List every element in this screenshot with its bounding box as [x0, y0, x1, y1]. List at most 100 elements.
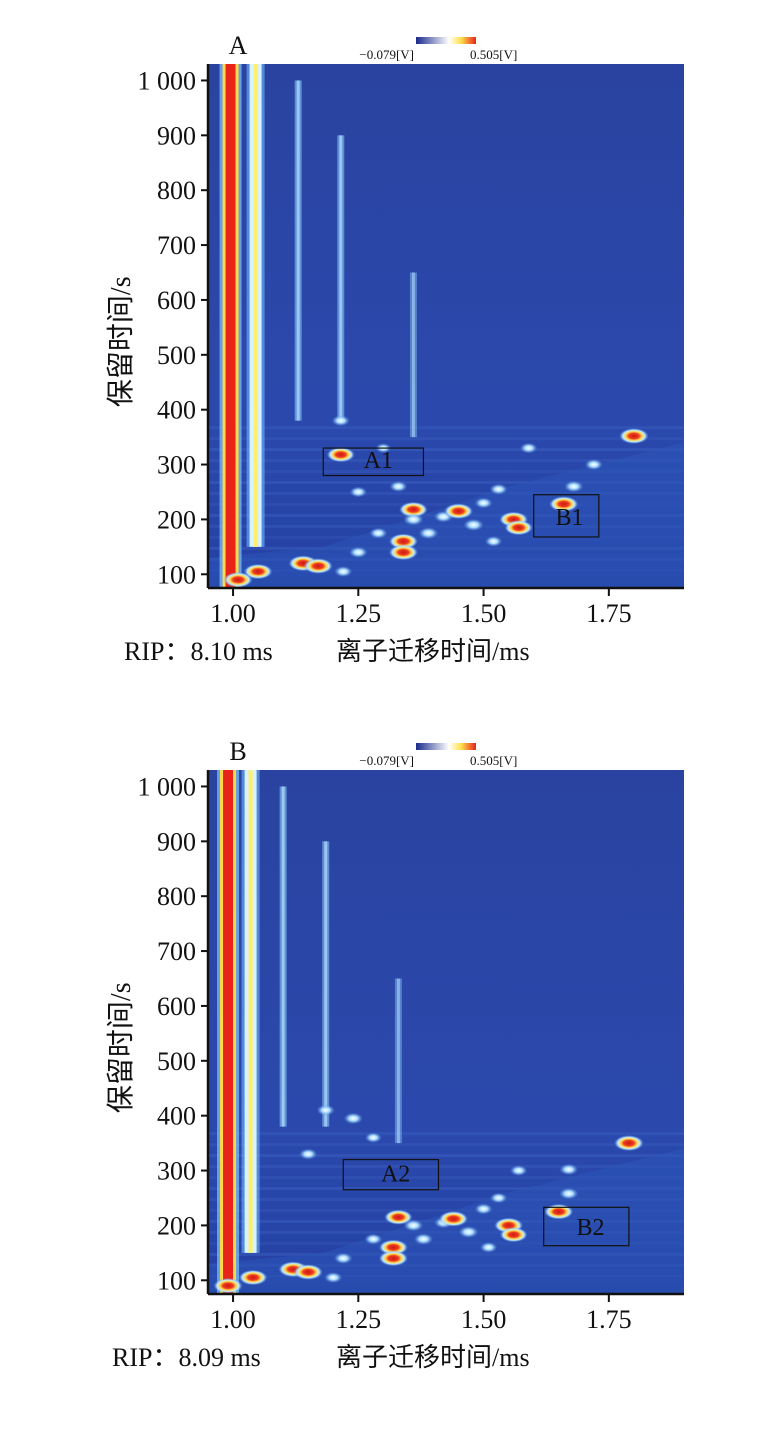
peak-mark [509, 1165, 528, 1176]
region-box [342, 1158, 440, 1191]
y-tick-label: 800 [157, 882, 196, 911]
region-label: A2 [381, 1161, 410, 1187]
y-tick-label: 400 [157, 396, 196, 425]
rip-text: RIP：8.09 ms [112, 1343, 261, 1372]
background-band [208, 1176, 684, 1180]
background-band [208, 1132, 684, 1136]
background-band [208, 1208, 684, 1212]
peak-mark [389, 480, 408, 492]
y-tick-label: 700 [157, 937, 196, 966]
peak-mark [489, 483, 508, 495]
peak-mark [564, 480, 584, 493]
peak-mark [213, 1277, 243, 1294]
peak-mark [316, 1104, 335, 1116]
x-tick-label: 1.75 [586, 1305, 632, 1334]
peak-mark [303, 558, 333, 574]
y-tick-label: 500 [157, 1047, 196, 1076]
background-band [208, 491, 684, 495]
peak-mark [333, 1252, 353, 1264]
peak-mark [331, 415, 350, 427]
panel-label: B [229, 737, 246, 766]
background-band [208, 1197, 684, 1201]
streak-mark [409, 272, 417, 438]
peak-mark [399, 501, 428, 518]
peak-mark [293, 1264, 323, 1280]
peak-mark [326, 447, 355, 463]
peak-mark [474, 497, 493, 509]
y-tick-label: 300 [157, 1157, 196, 1186]
peak-mark [559, 1163, 579, 1176]
y-tick-label: 400 [157, 1102, 196, 1131]
y-tick-label: 500 [157, 341, 196, 370]
peak-mark [369, 527, 388, 539]
peak-mark [238, 1269, 268, 1286]
streak-mark [279, 786, 287, 1127]
region-label: A1 [364, 448, 393, 474]
peak-mark [388, 544, 419, 561]
peak-mark [474, 1203, 493, 1215]
background-band [208, 1165, 684, 1169]
heatmap-svg-b: A2 B2 100 200 300 400 500 600 700 800 900 1 000 1.00… [105, 737, 684, 1372]
y-tick-label: 600 [157, 286, 196, 315]
plot-area [208, 770, 684, 1294]
peak-mark [349, 486, 368, 498]
colorbar-min-label: −0.079[V] [359, 47, 414, 62]
chart-panel-a: A1 B1 100 200 300 400 500 600 700 800 900 1 000 1.00… [0, 0, 780, 700]
y-tick-label: 900 [157, 827, 196, 856]
peak-mark [549, 496, 579, 512]
y-tick-label: 300 [157, 451, 196, 480]
colorbar [416, 37, 476, 44]
y-tick-label: 100 [157, 560, 196, 589]
peak-mark [384, 1209, 413, 1225]
x-tick-label: 1.00 [210, 599, 256, 628]
region-box [322, 447, 425, 477]
x-tick-label: 1.25 [336, 1305, 382, 1334]
streak-mark [294, 80, 302, 421]
background-band [208, 1154, 684, 1158]
region-label: B1 [556, 505, 584, 531]
x-axis-label: 离子迁移时间/ms [336, 1343, 530, 1372]
x-tick-label: 1.00 [210, 1305, 256, 1334]
streak-mark [217, 770, 240, 1294]
peak-mark [243, 563, 273, 580]
region-box [533, 494, 600, 538]
peak-mark [484, 536, 503, 547]
peak-mark [499, 1227, 528, 1243]
background-band [208, 437, 684, 441]
peak-mark [489, 1192, 508, 1204]
y-tick-label: 800 [157, 176, 196, 205]
streak-mark [322, 841, 330, 1127]
background-band [208, 426, 684, 430]
y-tick-label: 100 [157, 1266, 196, 1295]
peak-mark [519, 442, 538, 454]
streak-mark [219, 64, 242, 588]
x-axis-label: 离子迁移时间/ms [336, 637, 530, 666]
x-tick-label: 1.50 [461, 599, 507, 628]
peak-mark [364, 1233, 383, 1245]
peak-mark [614, 1135, 644, 1152]
y-axis-label: 保留时间/s [105, 982, 137, 1113]
background-band [208, 1187, 684, 1191]
y-tick-label: 200 [157, 1211, 196, 1240]
streak-mark [241, 770, 260, 1253]
peak-mark [438, 1211, 469, 1227]
background-band [208, 1143, 684, 1147]
streak-mark [246, 64, 265, 547]
peak-mark [299, 1148, 318, 1160]
colorbar-max-label: 0.505[V] [470, 753, 517, 768]
peak-mark [418, 527, 439, 540]
region-label: B2 [577, 1215, 605, 1241]
background-band [208, 470, 684, 474]
peak-mark [223, 571, 253, 588]
y-tick-label: 1 000 [138, 772, 197, 801]
peak-mark [324, 1272, 343, 1284]
peak-mark [458, 1226, 479, 1238]
streak-mark [394, 978, 402, 1144]
x-tick-label: 1.50 [461, 1305, 507, 1334]
y-tick-label: 200 [157, 505, 196, 534]
peak-mark [403, 1219, 424, 1232]
plot-area [208, 64, 684, 588]
peak-mark [364, 1132, 382, 1143]
peak-mark [544, 1203, 574, 1220]
peak-mark [413, 1233, 434, 1245]
